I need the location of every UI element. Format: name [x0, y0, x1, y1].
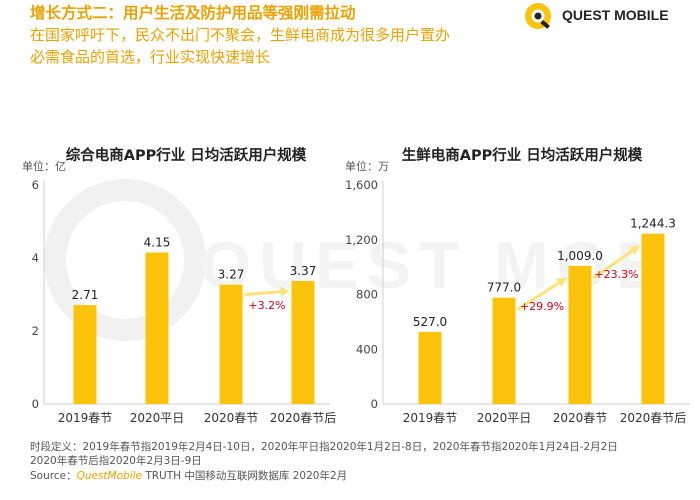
y-tick-label: 2: [32, 324, 39, 338]
chart-title: 综合电商APP行业 日均活跃用户规模: [66, 146, 307, 164]
bar-value-label: 1,244.3: [630, 217, 676, 231]
bar-value-label: 527.0: [413, 315, 447, 329]
growth-arrow-line: [516, 280, 562, 311]
growth-rate-label: +29.9%: [520, 300, 564, 313]
growth-arrow-head-icon: [629, 245, 640, 255]
x-category-label: 2020春节后: [270, 411, 337, 425]
footer-source-brand: QuestMobile: [76, 470, 142, 482]
y-tick-label: 1,600: [345, 178, 378, 192]
page-subtitle-line2: 必需食品的首选，行业实现快速增长: [30, 48, 271, 66]
footer: 时段定义：2019年春节指2019年2月4日-10日，2020年平日指2020年…: [30, 441, 690, 484]
y-tick-label: 1,200: [345, 233, 378, 247]
footer-definition-line1: 时段定义：2019年春节指2019年2月4日-10日，2020年平日指2020年…: [30, 441, 618, 453]
bar-value-label: 777.0: [487, 281, 521, 295]
growth-rate-label: +23.3%: [594, 268, 638, 281]
y-tick-label: 400: [356, 342, 378, 356]
x-category-label: 2020春节: [204, 411, 259, 425]
y-axis-unit: 单位：亿: [22, 159, 66, 173]
bar: [568, 265, 592, 404]
chart-title: 生鲜电商APP行业 日均活跃用户规模: [402, 146, 643, 164]
bar-value-label: 3.27: [218, 268, 245, 282]
bar-value-label: 1,009.0: [557, 249, 603, 263]
y-tick-label: 4: [32, 251, 39, 265]
y-tick-label: 0: [371, 397, 378, 411]
growth-arrow-line: [244, 289, 284, 297]
growth-arrow-head-icon: [280, 286, 290, 297]
y-tick-label: 6: [32, 178, 39, 192]
logo-text: QUEST MOBILE: [562, 7, 669, 23]
x-category-label: 2020春节后: [620, 411, 687, 425]
footer-source-text: TRUTH 中国移动互联网数据库 2020年2月: [142, 470, 348, 482]
footer-source-label: Source：: [30, 470, 77, 482]
x-category-label: 2020平日: [130, 411, 185, 425]
bar-value-label: 2.71: [72, 288, 99, 302]
header: 增长方式二：用户生活及防护用品等强刚需拉动 在国家呼吁下，民众不出门不聚会，生鲜…: [30, 2, 530, 68]
bar-value-label: 3.37: [290, 264, 317, 278]
footer-source: Source：QuestMobile TRUTH 中国移动互联网数据库 2020…: [30, 470, 690, 484]
growth-arrow-line: [592, 248, 635, 280]
bar: [641, 233, 665, 404]
page-title: 增长方式二：用户生活及防护用品等强刚需拉动: [30, 4, 356, 22]
x-category-label: 2019春节: [403, 411, 458, 425]
bar: [73, 305, 97, 404]
x-category-label: 2020春节: [553, 411, 608, 425]
y-axis-unit: 单位：万: [345, 159, 389, 173]
y-tick-label: 0: [32, 397, 39, 411]
questmobile-logo: QUEST MOBILE: [524, 2, 694, 30]
bar: [492, 297, 516, 404]
bar: [418, 331, 442, 404]
bar-value-label: 4.15: [144, 236, 171, 250]
footer-definition-line2: 2020年春节后指2020年2月3日-9日: [30, 454, 202, 467]
growth-rate-label: +3.2%: [248, 299, 285, 312]
y-tick-label: 800: [356, 288, 378, 302]
growth-arrow-head-icon: [556, 277, 567, 287]
bar: [145, 252, 169, 404]
logo-mark-icon: [525, 3, 551, 29]
page-subtitle-line1: 在国家呼吁下，民众不出门不聚会，生鲜电商成为很多用户置办: [30, 26, 451, 44]
x-category-label: 2020平日: [477, 411, 532, 425]
x-category-label: 2019春节: [58, 411, 113, 425]
bar: [219, 284, 243, 404]
bar: [291, 280, 315, 404]
